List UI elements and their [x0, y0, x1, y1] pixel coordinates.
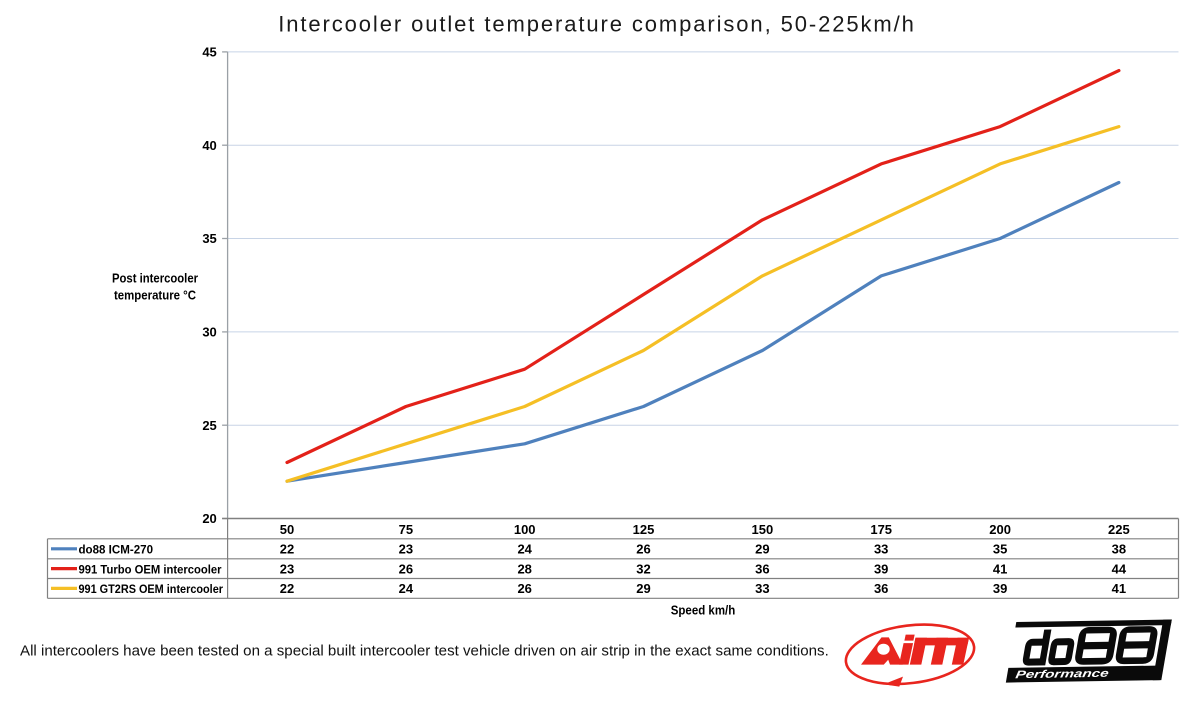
svg-text:24: 24 [517, 542, 532, 557]
svg-text:30: 30 [202, 325, 216, 340]
svg-text:35: 35 [202, 231, 216, 246]
svg-text:33: 33 [755, 581, 769, 596]
svg-text:29: 29 [636, 581, 650, 596]
svg-text:40: 40 [202, 138, 216, 153]
svg-text:Performance: Performance [1015, 668, 1110, 681]
svg-text:22: 22 [280, 542, 294, 557]
svg-text:Post intercooler: Post intercooler [112, 271, 198, 286]
svg-text:26: 26 [517, 581, 531, 596]
svg-text:200: 200 [989, 522, 1011, 537]
svg-text:125: 125 [633, 522, 655, 537]
svg-text:28: 28 [517, 561, 531, 576]
svg-text:39: 39 [993, 581, 1007, 596]
svg-text:991 GT2RS OEM intercooler: 991 GT2RS OEM intercooler [79, 582, 224, 596]
svg-text:36: 36 [755, 561, 769, 576]
svg-text:45: 45 [202, 45, 216, 60]
svg-text:36: 36 [874, 581, 888, 596]
svg-text:26: 26 [399, 561, 413, 576]
svg-text:24: 24 [399, 581, 414, 596]
svg-text:25: 25 [202, 418, 216, 433]
svg-text:991 Turbo OEM intercooler: 991 Turbo OEM intercooler [79, 562, 222, 576]
svg-text:32: 32 [636, 561, 650, 576]
svg-text:26: 26 [636, 542, 650, 557]
svg-text:150: 150 [752, 522, 774, 537]
svg-text:Speed km/h: Speed km/h [671, 602, 736, 617]
svg-text:50: 50 [280, 522, 294, 537]
svg-text:33: 33 [874, 542, 888, 557]
svg-text:22: 22 [280, 581, 294, 596]
svg-text:Intercooler outlet temperature: Intercooler outlet temperature compariso… [278, 12, 916, 37]
svg-text:39: 39 [874, 561, 888, 576]
svg-text:23: 23 [399, 542, 413, 557]
svg-text:100: 100 [514, 522, 536, 537]
svg-text:225: 225 [1108, 522, 1130, 537]
svg-text:35: 35 [993, 542, 1007, 557]
svg-text:44: 44 [1112, 561, 1127, 576]
svg-text:29: 29 [755, 542, 769, 557]
svg-text:41: 41 [1112, 581, 1126, 596]
svg-text:23: 23 [280, 561, 294, 576]
svg-text:41: 41 [993, 561, 1007, 576]
svg-text:75: 75 [399, 522, 413, 537]
svg-text:175: 175 [870, 522, 892, 537]
svg-text:38: 38 [1112, 542, 1126, 557]
svg-text:temperature °C: temperature °C [114, 288, 197, 303]
svg-text:20: 20 [202, 511, 216, 526]
svg-text:do88 ICM-270: do88 ICM-270 [79, 543, 154, 557]
svg-text:All intercoolers have been tes: All intercoolers have been tested on a s… [20, 643, 829, 660]
